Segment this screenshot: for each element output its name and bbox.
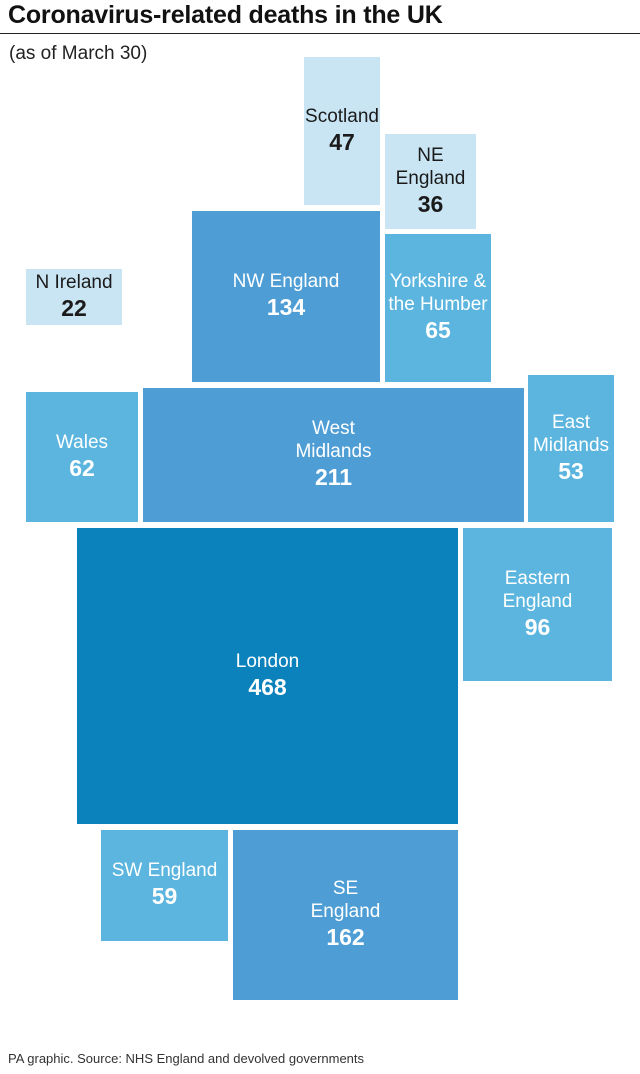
region-name: SE England xyxy=(311,878,381,924)
region-tile-east-midlands: East Midlands 53 xyxy=(528,375,614,522)
region-tile-ne-england: NE England 36 xyxy=(385,134,476,229)
region-name-line: the Humber xyxy=(388,294,488,316)
region-value: 22 xyxy=(61,294,87,321)
region-value: 65 xyxy=(425,317,451,343)
region-value: 53 xyxy=(558,457,584,484)
region-tile-nw-england: NW England 134 xyxy=(192,211,380,382)
region-tile-yorkshire-and-the-humber: Yorkshire & the Humber 65 xyxy=(385,234,491,382)
region-name-line: NW England xyxy=(232,271,340,293)
region-name-line: Midlands xyxy=(295,441,372,463)
region-value: 162 xyxy=(326,924,365,950)
region-name: London xyxy=(236,651,299,674)
region-tile-london: London 468 xyxy=(77,528,458,824)
region-name-line: Eastern xyxy=(504,567,571,589)
region-value: 36 xyxy=(417,190,444,217)
region-name-line: London xyxy=(235,650,300,672)
region-name: NW England xyxy=(233,271,340,294)
source-note: PA graphic. Source: NHS England and devo… xyxy=(8,1051,365,1066)
region-name: Scotland xyxy=(305,106,379,129)
region-tile-n-ireland: N Ireland 22 xyxy=(26,269,122,325)
region-name-line: England xyxy=(502,590,573,612)
region-name-line: SE xyxy=(332,878,359,900)
region-name: SW England xyxy=(112,860,218,883)
chart-subtitle: (as of March 30) xyxy=(9,43,148,64)
region-tile-wales: Wales 62 xyxy=(26,392,138,522)
title-divider xyxy=(0,33,640,34)
region-value: 47 xyxy=(329,128,355,155)
region-value: 134 xyxy=(266,294,306,321)
region-name-line: England xyxy=(395,167,466,189)
region-name: NE England xyxy=(396,145,466,191)
region-name: Eastern England xyxy=(503,568,573,614)
chart-title: Coronavirus-related deaths in the UK xyxy=(8,1,443,29)
region-name-line: Midlands xyxy=(532,434,610,456)
region-name: N Ireland xyxy=(35,272,112,295)
region-name: Wales xyxy=(56,432,108,455)
region-name-line: West xyxy=(312,418,355,440)
region-tile-eastern-england: Eastern England 96 xyxy=(463,528,612,681)
region-tile-se-england: SE England 162 xyxy=(233,830,458,1000)
region-name-line: N Ireland xyxy=(35,271,113,293)
region-value: 96 xyxy=(524,613,551,640)
region-name: West Midlands xyxy=(295,418,371,464)
region-name-line: Scotland xyxy=(305,105,379,127)
region-name-line: SW England xyxy=(111,860,218,882)
region-name-line: East xyxy=(551,411,590,433)
region-name-line: NE xyxy=(417,144,444,166)
region-name-line: Wales xyxy=(55,431,109,453)
region-name-line: England xyxy=(310,901,381,923)
region-name: Yorkshire & the Humber xyxy=(388,271,487,317)
region-tile-scotland: Scotland 47 xyxy=(304,57,380,205)
region-tile-west-midlands: West Midlands 211 xyxy=(143,388,524,522)
region-value: 62 xyxy=(69,454,95,481)
region-value: 468 xyxy=(248,673,287,700)
region-name: East Midlands xyxy=(533,412,609,458)
region-name-line: Yorkshire & xyxy=(389,271,487,293)
region-tile-sw-england: SW England 59 xyxy=(101,830,228,941)
region-value: 211 xyxy=(314,464,353,490)
region-value: 59 xyxy=(151,883,178,910)
